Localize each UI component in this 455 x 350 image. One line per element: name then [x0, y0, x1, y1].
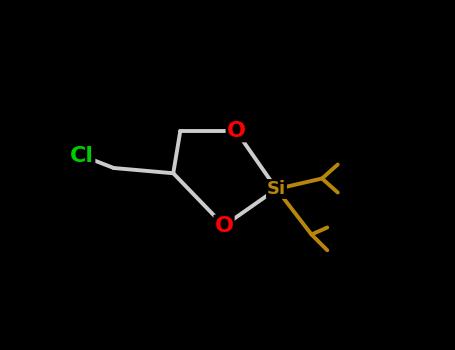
Text: Cl: Cl — [70, 146, 94, 166]
Text: Si: Si — [267, 180, 286, 198]
Text: O: O — [214, 216, 233, 236]
Text: O: O — [227, 121, 246, 141]
